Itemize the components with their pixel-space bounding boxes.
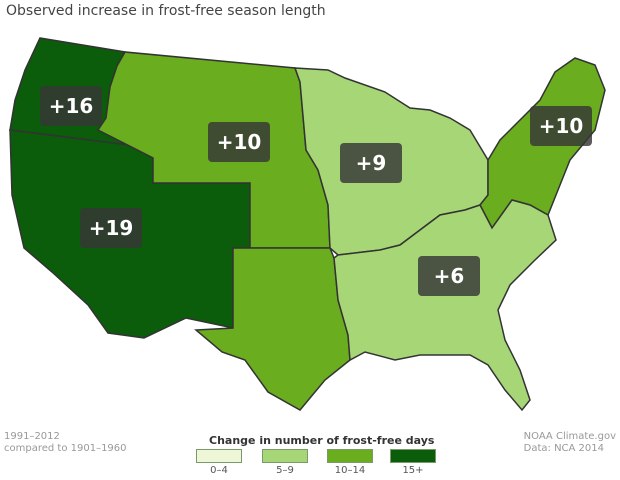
legend-label-15-plus: 15+ (402, 465, 424, 476)
badge-great-plains-north: +10 (208, 122, 270, 162)
legend-swatch-5-9 (262, 449, 308, 463)
credit-line1: NOAA Climate.gov (523, 431, 616, 442)
legend-item-0-4: 0–4 (196, 449, 246, 476)
legend-title: Change in number of frost-free days (209, 434, 435, 447)
badge-midwest-value: +9 (355, 151, 387, 175)
badge-great-plains-north-value: +10 (216, 130, 262, 154)
legend-swatch-0-4 (196, 449, 242, 463)
credit: NOAA Climate.gov Data: NCA 2014 (524, 431, 616, 455)
period-note: 1991–2012 compared to 1901–1960 (4, 431, 127, 455)
badge-northeast-value: +10 (538, 114, 584, 138)
region-southeast (333, 199, 557, 412)
legend-label-10-14: 10–14 (334, 465, 366, 476)
badge-northwest-value: +16 (48, 94, 94, 118)
period-note-line1: 1991–2012 (4, 431, 60, 442)
legend-label-0-4: 0–4 (210, 465, 228, 476)
period-note-line2: compared to 1901–1960 (4, 443, 127, 454)
legend-item-10-14: 10–14 (327, 449, 377, 476)
badge-midwest: +9 (340, 143, 402, 183)
legend-item-15-plus: 15+ (390, 449, 440, 476)
map-title: Observed increase in frost-free season l… (6, 3, 326, 19)
badge-southwest: +19 (80, 208, 142, 248)
badge-southeast: +6 (418, 256, 480, 296)
badge-northeast: +10 (530, 106, 592, 146)
badge-northwest: +16 (40, 86, 102, 126)
badge-southwest-value: +19 (88, 216, 134, 240)
legend-label-5-9: 5–9 (276, 465, 294, 476)
legend-swatch-15-plus (390, 449, 436, 463)
credit-line2: Data: NCA 2014 (523, 443, 604, 454)
legend-swatch-10-14 (327, 449, 373, 463)
legend-item-5-9: 5–9 (262, 449, 312, 476)
badge-southeast-value: +6 (433, 264, 465, 288)
